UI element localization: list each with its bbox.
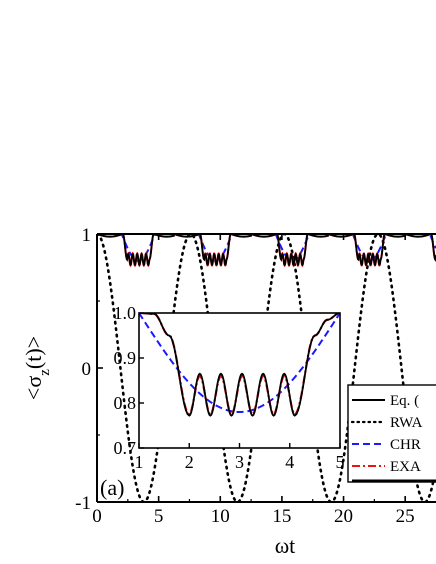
main-ticks: 0 5 10 15 20 25-101: [75, 225, 415, 527]
main-plot: 0 5 10 15 20 25-101 (a) ωt <σz(t)>: [21, 225, 436, 558]
series-chr: [97, 234, 436, 262]
x-tick-label-10: 10: [211, 506, 230, 527]
inset-x-tick-label-1: 1: [135, 452, 144, 472]
inset-x-tick-label-5: 5: [336, 452, 345, 472]
legend-entry-exa: EXA: [352, 459, 421, 475]
inset-series-layer: [139, 313, 340, 417]
inset-y-tick-label-1.0: 1.0: [114, 303, 137, 323]
inset-plot: 1 2 3 4 5 0.7 0.8 0.9 1.0: [114, 303, 345, 472]
legend-entry-eq: Eq. (: [352, 393, 419, 409]
x-tick-label-25: 25: [396, 506, 415, 527]
inset-y-tick-label-0.9: 0.9: [114, 348, 137, 368]
legend: Eq. ( RWA CHR EXA: [347, 384, 436, 483]
inset-y-tick-label-0.7: 0.7: [114, 438, 137, 458]
legend-entry-rwa: RWA: [350, 415, 423, 431]
y-tick-label-0: 0: [82, 359, 92, 380]
inset-y-tick-label-0.8: 0.8: [114, 393, 137, 413]
y-axis-label: <σz(t)>: [21, 336, 53, 400]
legend-label-eq: Eq. (: [390, 393, 419, 409]
legend-label-exa: EXA: [390, 459, 421, 475]
y-tick-label--1: -1: [75, 493, 91, 514]
inset-x-tick-label-4: 4: [285, 452, 294, 472]
x-axis-label: ωt: [275, 533, 296, 558]
inset-x-tick-label-2: 2: [185, 452, 194, 472]
x-tick-label-20: 20: [334, 506, 353, 527]
legend-entry-chr: CHR: [352, 437, 421, 453]
legend-label-rwa: RWA: [390, 415, 423, 431]
x-tick-label-15: 15: [272, 506, 291, 527]
inset-series-eq: [139, 313, 340, 417]
legend-box: [347, 384, 436, 483]
y-tick-label-1: 1: [82, 225, 92, 246]
inset-ticks: 1 2 3 4 5 0.7 0.8 0.9 1.0: [114, 303, 345, 472]
panel-label: (a): [100, 475, 124, 500]
inset-x-tick-label-3: 3: [235, 452, 244, 472]
x-tick-label-5: 5: [154, 506, 164, 527]
legend-label-chr: CHR: [390, 437, 421, 453]
x-tick-label-0: 0: [92, 506, 102, 527]
